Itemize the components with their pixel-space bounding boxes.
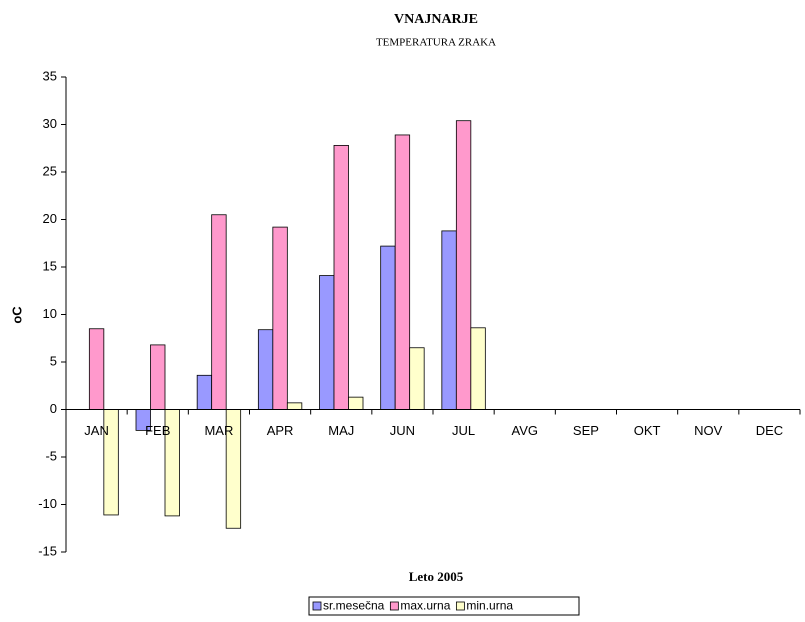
bar [394, 134, 411, 410]
x-tick-label: AVG [512, 423, 539, 438]
x-tick-label: JUN [390, 423, 415, 438]
y-tick-label: 20 [43, 211, 57, 226]
bar [319, 275, 335, 410]
y-tick-label: -5 [45, 448, 57, 463]
y-tick-label: 10 [43, 306, 57, 321]
x-tick-label: JAN [84, 423, 109, 438]
y-tick-label: -10 [38, 496, 57, 511]
chart-subtitle: TEMPERATURA ZRAKA [376, 37, 496, 49]
x-tick-label: NOV [694, 423, 723, 438]
y-tick-label: -15 [38, 543, 57, 558]
bar [441, 230, 457, 410]
x-tick-label: MAJ [328, 423, 354, 438]
bar [286, 402, 303, 410]
x-tick-label: OKT [634, 423, 661, 438]
x-tick-label: JUL [452, 423, 475, 438]
x-axis-title: Leto 2005 [409, 569, 464, 584]
legend-label: max.urna [400, 599, 450, 613]
y-tick-label: 0 [50, 401, 57, 416]
bar [348, 396, 364, 410]
y-tick-label: 30 [43, 116, 57, 131]
y-tick-label: 15 [43, 258, 57, 273]
bar [211, 214, 227, 410]
bar [257, 329, 274, 410]
x-tick-label: MAR [204, 423, 233, 438]
legend-box [308, 596, 580, 616]
bar [455, 120, 472, 410]
x-tick-label: FEB [145, 423, 170, 438]
bar [88, 328, 105, 410]
x-tick-label: DEC [756, 423, 783, 438]
y-axis-title: oC [9, 306, 24, 324]
y-tick-label: 5 [50, 353, 57, 368]
legend-swatch [389, 601, 399, 611]
legend-label: min.urna [466, 599, 513, 613]
bar [380, 245, 396, 410]
x-tick-label: APR [267, 423, 294, 438]
chart-title: VNAJNARJE [394, 12, 478, 27]
legend-label: sr.mesečna [323, 599, 385, 613]
x-tick-label: SEP [573, 423, 599, 438]
bar [196, 374, 213, 410]
bar [333, 144, 349, 410]
bar [272, 226, 288, 410]
y-tick-label: 25 [43, 163, 57, 178]
y-tick-label: 35 [43, 68, 57, 83]
legend-swatch [312, 601, 322, 611]
bar [470, 327, 486, 410]
legend-swatch [455, 601, 465, 611]
bar [409, 347, 425, 410]
bar [150, 344, 166, 410]
